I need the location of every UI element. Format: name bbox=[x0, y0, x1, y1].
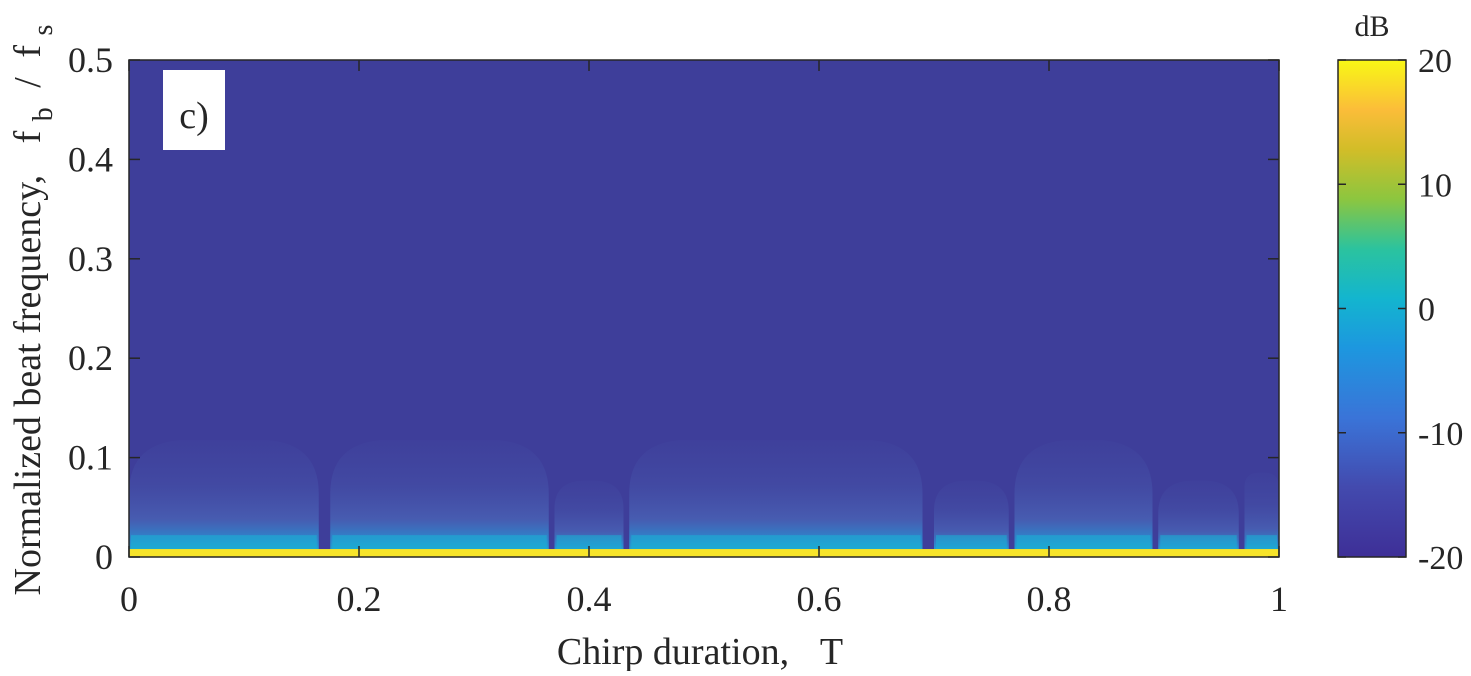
y-ticks: 0 0.1 0.2 0.3 0.4 0.5 bbox=[68, 40, 1279, 577]
colorbar-label: dB bbox=[1354, 10, 1389, 43]
x-axis-label-text: Chirp duration, bbox=[557, 631, 789, 671]
heatmap-lobe-0 bbox=[129, 439, 319, 554]
y-axis-label-num: f bbox=[7, 130, 49, 143]
heatmap-lobe-7 bbox=[1244, 472, 1279, 554]
y-tick-label: 0.3 bbox=[68, 239, 113, 279]
x-axis-label: Chirp duration, T bbox=[557, 631, 843, 671]
panel-label-box bbox=[163, 70, 225, 150]
heatmap-lobe-band-7 bbox=[1246, 535, 1277, 554]
y-tick-label: 0.1 bbox=[68, 438, 113, 478]
heatmap-lobe-band-3 bbox=[631, 535, 921, 554]
x-tick-label: 0.2 bbox=[337, 579, 382, 619]
colorbar-ticks: 20 10 0 -10 -20 bbox=[1338, 43, 1463, 577]
x-ticks: 0 0.2 0.4 0.6 0.8 1 bbox=[120, 60, 1288, 619]
y-axis-label-sep: / bbox=[7, 77, 49, 88]
heatmap-lobe-3 bbox=[629, 439, 923, 554]
heatmap-lobe-band-1 bbox=[332, 535, 547, 554]
y-axis-label-den: f bbox=[7, 45, 49, 58]
heatmap-lobe-4 bbox=[934, 480, 1009, 554]
colorbar bbox=[1337, 59, 1407, 558]
heatmap-lobe-band-6 bbox=[1160, 535, 1237, 554]
heatmap-lobe-1 bbox=[330, 439, 549, 554]
x-axis-label-symbol: T bbox=[820, 631, 843, 671]
heatmap-lobe-band-5 bbox=[1016, 535, 1151, 554]
y-tick-label: 0.4 bbox=[68, 139, 113, 179]
heatmap-lobe-6 bbox=[1158, 480, 1239, 554]
x-tick-label: 1 bbox=[1270, 579, 1288, 619]
plot-frame bbox=[128, 59, 1280, 558]
heatmap-lobe-band-4 bbox=[936, 535, 1007, 554]
y-tick-label: 0.5 bbox=[68, 40, 113, 80]
panel-label: c) bbox=[179, 95, 209, 137]
x-tick-label: 0.4 bbox=[567, 579, 612, 619]
colorbar-tick-label: -10 bbox=[1418, 416, 1463, 453]
peak-line bbox=[129, 549, 1279, 557]
heatmap-lobe-5 bbox=[1014, 439, 1153, 554]
heatmap-lobe-band-0 bbox=[131, 535, 317, 554]
colorbar-tick-label: 0 bbox=[1418, 292, 1435, 329]
y-axis-label-num-sub: b bbox=[28, 107, 59, 121]
x-tick-label: 0 bbox=[120, 579, 138, 619]
heatmap-lobes bbox=[129, 439, 1279, 554]
y-axis-label-text: Normalized beat frequency, bbox=[7, 175, 49, 596]
heatmap-lobe-2 bbox=[554, 480, 624, 554]
x-tick-label: 0.6 bbox=[797, 579, 842, 619]
y-tick-label: 0 bbox=[95, 537, 113, 577]
colorbar-tick-label: -20 bbox=[1418, 540, 1463, 577]
y-axis-label: Normalized beat frequency, f b / f s bbox=[7, 25, 61, 596]
svg-text:Normalized beat frequency,: Normalized beat frequency, f b / f s bbox=[7, 25, 61, 596]
colorbar-tick-label: 20 bbox=[1418, 43, 1452, 80]
colorbar-tick-label: 10 bbox=[1418, 167, 1452, 204]
y-axis-label-den-sub: s bbox=[28, 25, 59, 36]
x-tick-label: 0.8 bbox=[1027, 579, 1072, 619]
heatmap-lobe-band-2 bbox=[556, 535, 622, 554]
y-tick-label: 0.2 bbox=[68, 338, 113, 378]
